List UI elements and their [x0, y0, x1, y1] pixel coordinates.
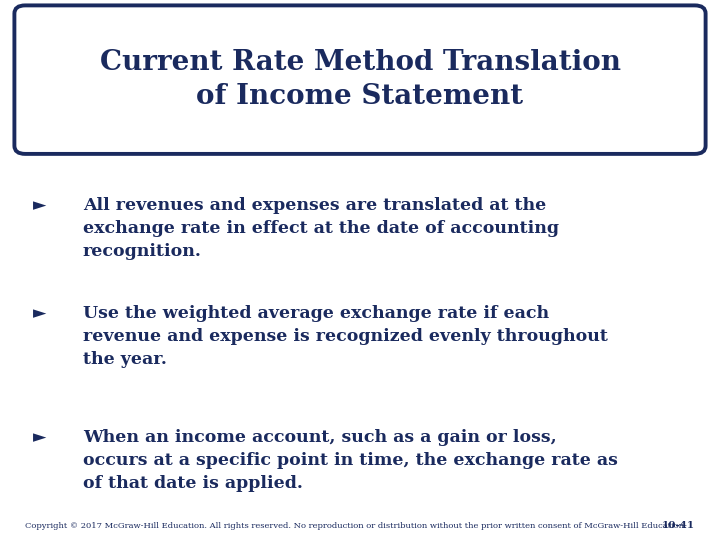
FancyBboxPatch shape [14, 5, 706, 154]
Text: ►: ► [33, 429, 46, 446]
Text: When an income account, such as a gain or loss,
occurs at a specific point in ti: When an income account, such as a gain o… [83, 429, 618, 492]
Text: Current Rate Method Translation
of Income Statement: Current Rate Method Translation of Incom… [99, 49, 621, 110]
Text: 10-41: 10-41 [662, 521, 695, 530]
Text: All revenues and expenses are translated at the
exchange rate in effect at the d: All revenues and expenses are translated… [83, 197, 559, 260]
Text: ►: ► [33, 197, 46, 214]
Text: Use the weighted average exchange rate if each
revenue and expense is recognized: Use the weighted average exchange rate i… [83, 305, 608, 368]
Text: ►: ► [33, 305, 46, 322]
Text: Copyright © 2017 McGraw-Hill Education. All rights reserved. No reproduction or : Copyright © 2017 McGraw-Hill Education. … [25, 522, 687, 530]
